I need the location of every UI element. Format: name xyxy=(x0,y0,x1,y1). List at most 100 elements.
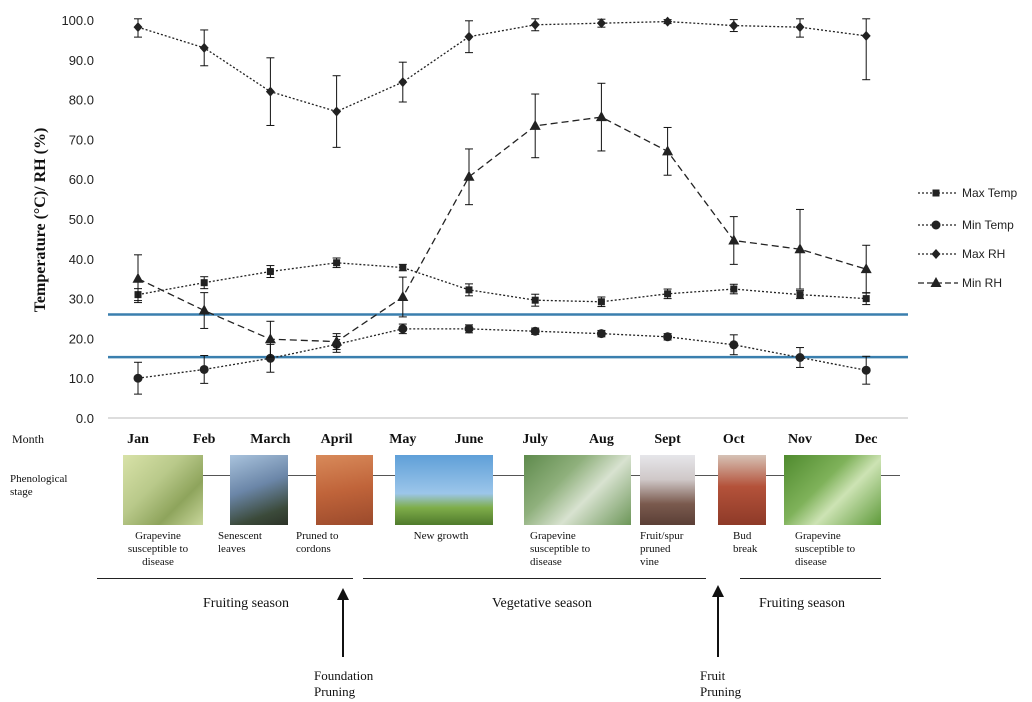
phenological-stage-label: Phenological stage xyxy=(10,473,68,498)
season-label-vegetative: Vegetative season xyxy=(492,596,592,611)
month-label: May xyxy=(389,432,416,447)
month-label: Oct xyxy=(723,432,745,447)
data-point-triangle xyxy=(198,304,210,315)
season-line-fruiting-2 xyxy=(740,578,881,579)
photo-grapevine-fruit xyxy=(123,455,203,525)
series-line xyxy=(137,116,867,343)
legend-label: Min RH xyxy=(962,276,1002,290)
data-point-circle xyxy=(265,353,275,363)
data-point-circle xyxy=(133,373,143,383)
month-label: Feb xyxy=(193,432,216,447)
data-point-diamond xyxy=(133,22,143,33)
data-point-square xyxy=(531,296,539,304)
data-point-diamond xyxy=(931,249,941,259)
data-point-triangle xyxy=(463,170,475,181)
data-point-triangle xyxy=(930,277,942,287)
data-point-diamond xyxy=(464,31,474,42)
data-point-triangle xyxy=(331,335,343,346)
month-label: Jan xyxy=(127,432,149,447)
season-label-fruiting-1: Fruiting season xyxy=(203,596,289,611)
arrow-up-icon xyxy=(337,588,349,600)
data-point-diamond xyxy=(663,16,673,27)
caption-new-growth: New growth xyxy=(413,530,469,542)
data-point-diamond xyxy=(861,30,871,41)
data-point-square xyxy=(399,264,407,272)
data-point-square xyxy=(796,291,804,299)
month-label: June xyxy=(455,432,484,447)
chart-svg: 0.0 10.0 20.0 30.0 40.0 50.0 60.0 70.0 80.0 90.0 1… xyxy=(12,13,1017,447)
data-point-circle xyxy=(729,340,739,350)
photo-new-growth xyxy=(395,455,493,525)
y-tick-label: 60.0 xyxy=(69,172,94,187)
data-point-square xyxy=(664,290,672,298)
y-tick-label: 20.0 xyxy=(69,331,94,346)
data-point-triangle xyxy=(264,333,276,344)
legend-label: Max RH xyxy=(962,247,1005,261)
y-tick-label: 100.0 xyxy=(61,13,94,28)
data-point-circle xyxy=(596,329,606,339)
data-point-diamond xyxy=(265,86,275,97)
y-axis-ticks: 0.0 10.0 20.0 30.0 40.0 50.0 60.0 70.0 80.0 90.0 1… xyxy=(61,13,94,426)
event-foundation-pruning: Foundation Pruning xyxy=(314,668,374,699)
photo-bud-break xyxy=(718,455,766,525)
data-point-circle xyxy=(663,332,673,342)
data-point-triangle xyxy=(860,263,872,274)
data-point-triangle xyxy=(595,111,607,122)
series-min-rh xyxy=(132,82,872,358)
legend: Max Temp Min Temp Max RH Min RH xyxy=(918,186,1017,290)
month-labels: Jan Feb March April May June July Aug Sept Oct Nov… xyxy=(127,432,877,447)
data-point-circle xyxy=(464,324,474,334)
data-point-square xyxy=(597,298,605,306)
y-tick-label: 70.0 xyxy=(69,132,94,147)
data-point-diamond xyxy=(332,106,342,117)
data-point-circle xyxy=(530,326,540,336)
series-min-temp xyxy=(133,323,871,395)
data-point-circle xyxy=(861,365,871,375)
event-fruit-pruning: Fruit Pruning xyxy=(700,668,742,699)
month-label: April xyxy=(321,432,353,447)
y-tick-label: 80.0 xyxy=(69,93,94,108)
data-point-circle xyxy=(398,324,408,334)
data-point-square xyxy=(333,259,341,267)
data-point-circle xyxy=(931,220,941,230)
y-tick-label: 0.0 xyxy=(76,411,94,426)
data-point-triangle xyxy=(662,145,674,156)
season-line-fruiting-1 xyxy=(97,578,353,579)
data-point-circle xyxy=(795,353,805,363)
series-line xyxy=(137,328,867,379)
caption-pruned-cordons: Pruned to cordons xyxy=(296,530,339,555)
series-max-rh xyxy=(133,16,871,148)
photo-pruned-cordons xyxy=(316,455,373,525)
photo-pruned-vine xyxy=(640,455,695,525)
legend-label: Min Temp xyxy=(962,218,1014,232)
data-point-diamond xyxy=(530,19,540,30)
data-point-square xyxy=(730,285,738,293)
data-point-triangle xyxy=(794,243,806,254)
series-line xyxy=(137,20,867,113)
data-point-diamond xyxy=(795,22,805,33)
data-point-square xyxy=(200,279,208,287)
data-point-square xyxy=(266,268,274,276)
month-label: Sept xyxy=(654,432,681,447)
arrow-shaft-foundation xyxy=(342,599,344,657)
legend-label: Max Temp xyxy=(962,186,1017,200)
data-point-square xyxy=(465,286,473,294)
data-point-triangle xyxy=(529,119,541,130)
data-point-triangle xyxy=(728,234,740,245)
data-point-triangle xyxy=(132,272,144,283)
y-axis-title: Temperature (°C)/ RH (%) xyxy=(32,128,49,313)
photo-senescent-leaves xyxy=(230,455,288,525)
reference-lines xyxy=(108,313,908,359)
series-line xyxy=(137,262,867,303)
caption-grapevine-susceptible-3: Grapevine susceptible to disease xyxy=(795,530,856,568)
month-label: March xyxy=(250,432,290,447)
data-point-square xyxy=(862,295,870,303)
data-point-diamond xyxy=(398,77,408,88)
arrow-up-icon xyxy=(712,585,724,597)
data-point-diamond xyxy=(729,20,739,31)
caption-fruit-spur-pruned: Fruit/spur pruned vine xyxy=(640,530,684,568)
series-group xyxy=(132,16,872,395)
photo-grapevine-canopy xyxy=(784,455,881,525)
series-max-temp xyxy=(134,257,871,308)
caption-senescent-leaves: Senescent leaves xyxy=(218,530,262,555)
